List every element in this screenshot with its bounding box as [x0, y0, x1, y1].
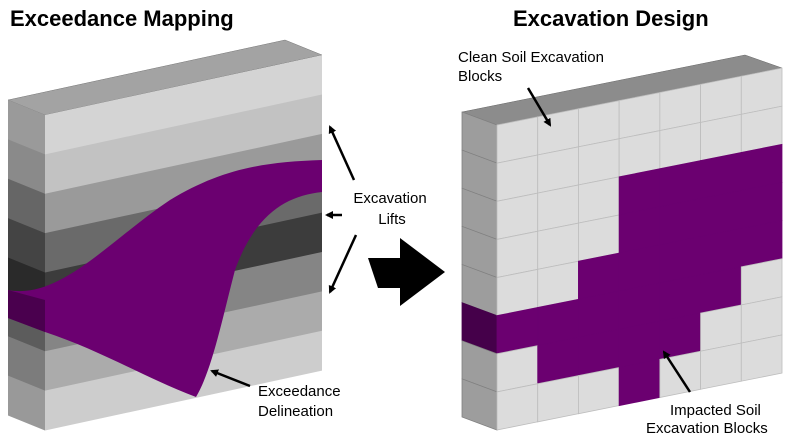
label-line: Clean Soil Excavation — [458, 49, 604, 66]
lift-band-side — [8, 139, 45, 195]
lift-band-side — [8, 218, 45, 273]
label-line: Impacted Soil — [670, 402, 761, 419]
lift-band-side — [8, 375, 45, 431]
pointer-arrow — [328, 234, 358, 294]
impacted-block — [618, 358, 661, 407]
pointer-arrow — [210, 369, 251, 388]
left-title: Exceedance Mapping — [10, 6, 234, 31]
clean-block — [496, 383, 539, 431]
right-title: Excavation Design — [513, 6, 709, 31]
lift-band-side — [8, 178, 45, 234]
lift-band — [45, 94, 322, 195]
label-line: Excavation — [353, 190, 426, 207]
lift-band-side — [8, 100, 45, 155]
pointer-arrow — [662, 350, 692, 393]
label-line: Exceedance — [258, 383, 341, 400]
pointer-arrow — [526, 87, 552, 127]
clean-block — [700, 342, 742, 390]
lift-band — [45, 55, 322, 155]
clean-block — [578, 366, 620, 415]
label-line: Blocks — [458, 68, 502, 85]
label-line: Excavation Blocks — [646, 420, 768, 437]
clean-block — [659, 350, 701, 398]
clean-block — [537, 375, 579, 423]
label-line: Delineation — [258, 403, 333, 420]
lift-slab — [7, 39, 323, 431]
pointer-arrow — [328, 125, 356, 181]
clean-block — [740, 334, 783, 382]
label-line: Lifts — [378, 211, 406, 228]
exceedance-surface — [8, 160, 322, 397]
lift-band — [45, 133, 322, 234]
transition-arrow — [368, 238, 445, 306]
lift-band-side — [8, 336, 45, 392]
block-slab — [461, 54, 783, 431]
